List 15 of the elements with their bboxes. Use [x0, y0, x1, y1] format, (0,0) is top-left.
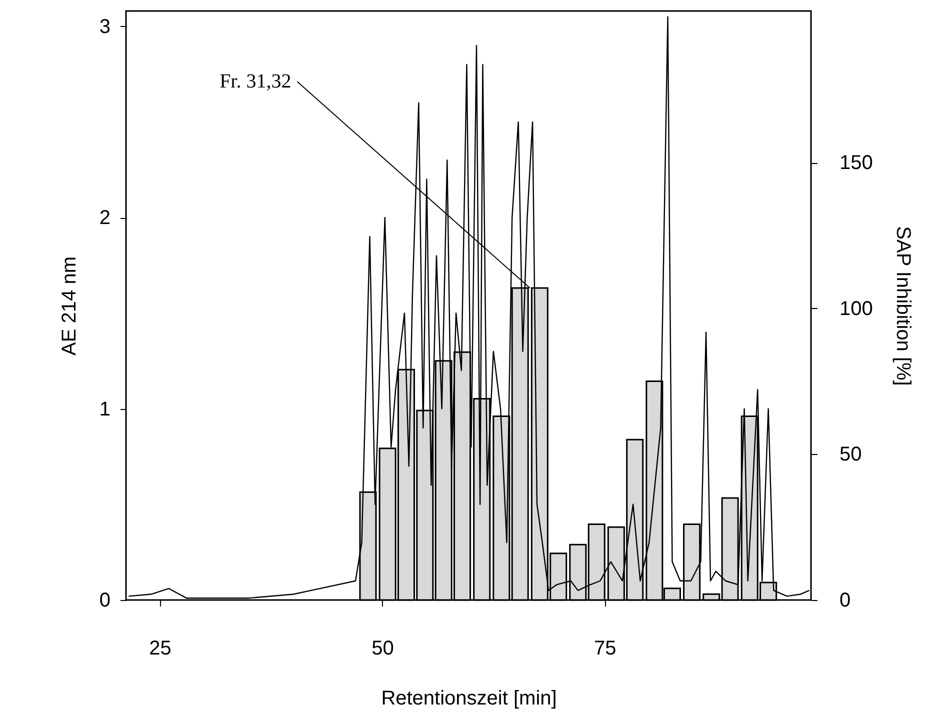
y-tick-label: 2 [99, 207, 110, 230]
y2-tick-label: 150 [840, 152, 873, 174]
x-tick-label: 25 [149, 638, 172, 660]
y-tick-label: 0 [99, 590, 110, 612]
x-tick-label: 50 [372, 638, 394, 660]
y2-axis-title: SAP Inhibition [%] [892, 226, 914, 386]
y-tick-label: 1 [99, 398, 110, 420]
y-tick-label: 3 [99, 16, 110, 38]
y-axis-title: AE 214 nm [58, 256, 80, 356]
y2-tick-label: 50 [840, 444, 862, 466]
y2-tick-label: 0 [840, 590, 851, 612]
x-tick-label: 75 [594, 638, 616, 660]
y2-tick-label: 100 [840, 298, 873, 320]
annotation: Fr. 31,32 [220, 70, 292, 93]
x-axis-title: Retentionszeit [min] [381, 688, 557, 710]
